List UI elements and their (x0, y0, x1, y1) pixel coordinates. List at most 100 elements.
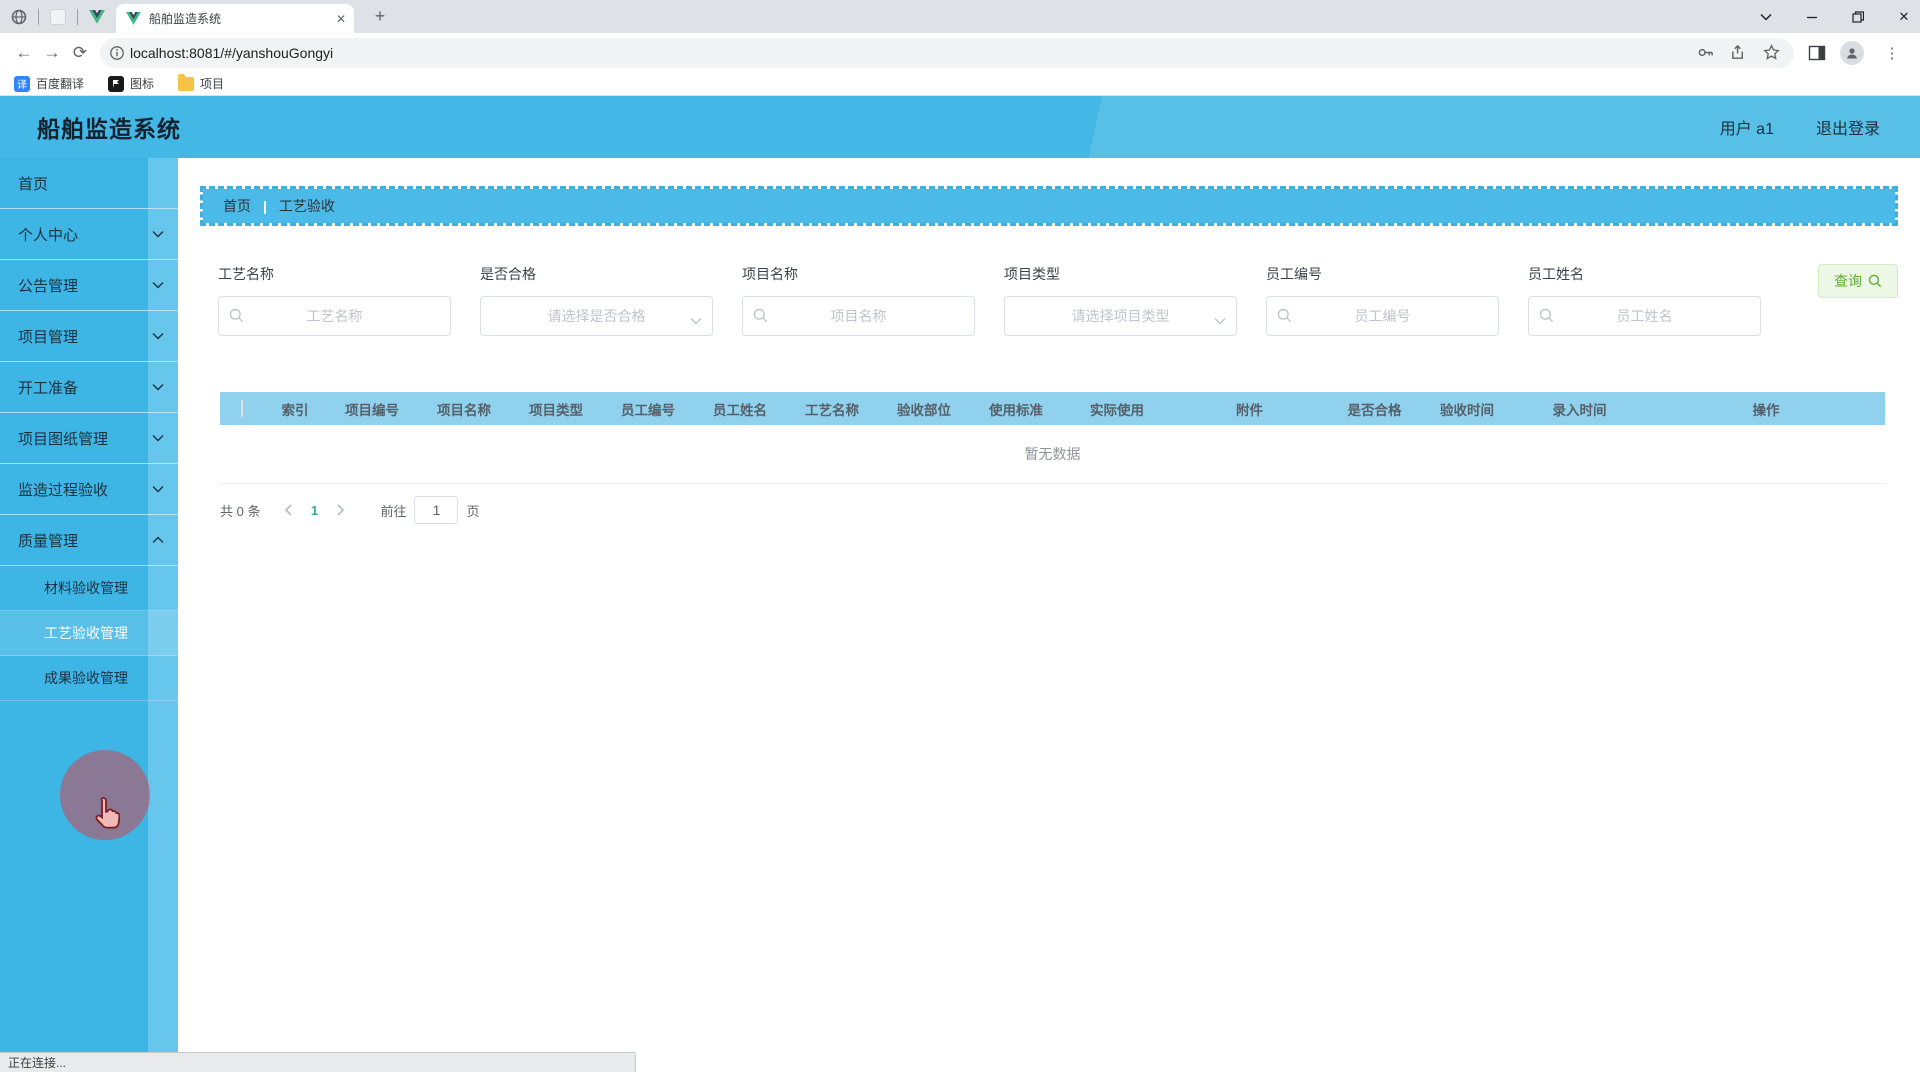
sidebar-item-drawing-mgmt[interactable]: 项目图纸管理 (0, 413, 178, 464)
sidebar-item-quality-mgmt[interactable]: 质量管理 (0, 515, 178, 566)
sidebar: 首页 个人中心 公告管理 项目管理 开工准备 项目图纸管理 监造过程验收 质量管… (0, 158, 178, 1053)
sidebar-subitem-material-acceptance[interactable]: 材料验收管理 (0, 566, 178, 611)
sidebar-item-home[interactable]: 首页 (0, 158, 178, 209)
browser-tab-strip: 船舶监造系统 ✕ + ✕ (0, 0, 1920, 33)
flag-icon (108, 75, 125, 92)
browser-menu-icon[interactable]: ⋮ (1884, 44, 1900, 62)
project-type-select[interactable] (1004, 296, 1237, 336)
col-attachment: 附件 (1172, 392, 1327, 425)
goto-page-input[interactable] (414, 496, 459, 524)
filter-form: 工艺名称 是否合格 项目名称 (218, 264, 1898, 336)
url-text[interactable]: localhost:8081/#/yanshouGongyi (130, 44, 334, 61)
search-icon (229, 308, 244, 328)
results-table: 索引 项目编号 项目名称 项目类型 员工编号 员工姓名 工艺名称 验收部位 使用… (220, 392, 1885, 484)
sidebar-item-personal-center[interactable]: 个人中心 (0, 209, 178, 260)
sidebar-subitem-result-acceptance[interactable]: 成果验收管理 (0, 656, 178, 701)
chevron-down-icon (1214, 312, 1226, 330)
vue-logo-icon (126, 12, 141, 25)
empty-table-message: 暂无数据 (220, 425, 1885, 484)
globe-favicon[interactable] (10, 8, 28, 26)
filter-label-project-name: 项目名称 (742, 266, 798, 282)
project-name-input[interactable] (742, 296, 975, 336)
bookmarks-bar: 译 百度翻译 图标 项目 (0, 72, 1920, 96)
col-project-name: 项目名称 (418, 392, 510, 425)
active-tab[interactable]: 船舶监造系统 ✕ (116, 4, 354, 33)
page-info-icon[interactable] (110, 45, 124, 60)
search-icon (1539, 308, 1554, 328)
search-button[interactable]: 查询 (1818, 264, 1898, 298)
baidu-translate-icon: 译 (14, 75, 30, 92)
browser-status-tooltip: 正在连接... (0, 1052, 636, 1072)
process-name-input[interactable] (218, 296, 451, 336)
share-icon[interactable] (1730, 44, 1747, 61)
window-restore-button[interactable] (1850, 10, 1866, 23)
user-label[interactable]: 用户 a1 (1719, 121, 1774, 138)
filter-label-employee-id: 员工编号 (1266, 266, 1322, 282)
select-all-checkbox[interactable] (241, 400, 243, 417)
forward-icon[interactable]: → (43, 42, 61, 62)
chevron-down-icon (152, 333, 164, 340)
select-all-cell (220, 392, 264, 425)
sidebar-item-construction-prep[interactable]: 开工准备 (0, 362, 178, 413)
address-bar[interactable]: localhost:8081/#/yanshouGongyi (100, 37, 1794, 68)
col-acceptance-part: 验收部位 (878, 392, 970, 425)
bookmark-icons[interactable]: 图标 (108, 75, 154, 92)
goto-label: 前往 (380, 503, 407, 519)
profile-avatar[interactable] (1840, 40, 1864, 65)
sidebar-item-project-mgmt[interactable]: 项目管理 (0, 311, 178, 362)
col-entry-time: 录入时间 (1512, 392, 1647, 425)
filter-label-process-name: 工艺名称 (218, 266, 274, 282)
search-icon (1868, 274, 1882, 288)
page-suffix: 页 (466, 503, 480, 519)
pinned-vue-tab[interactable] (88, 8, 106, 26)
filter-label-qualified: 是否合格 (480, 266, 536, 282)
side-panel-icon[interactable] (1808, 44, 1826, 62)
next-page-icon[interactable] (328, 496, 352, 524)
col-standard-used: 使用标准 (970, 392, 1062, 425)
sidebar-item-supervision-acceptance[interactable]: 监造过程验收 (0, 464, 178, 515)
col-qualified: 是否合格 (1327, 392, 1422, 425)
col-employee-id: 员工编号 (602, 392, 694, 425)
breadcrumb: 首页 | 工艺验收 (200, 186, 1898, 226)
window-minimize-button[interactable] (1804, 11, 1820, 23)
new-tab-button[interactable]: + (374, 6, 386, 26)
employee-id-input[interactable] (1266, 296, 1499, 336)
bookmark-project[interactable]: 项目 (178, 73, 224, 92)
chevron-down-icon (152, 384, 164, 391)
folder-icon (178, 73, 195, 91)
tab-close-icon[interactable]: ✕ (335, 11, 346, 26)
reload-icon[interactable]: ⟳ (72, 42, 88, 62)
breadcrumb-home[interactable]: 首页 (223, 198, 251, 214)
qualified-select[interactable] (480, 296, 713, 336)
tab-separator (38, 8, 39, 25)
page-number-1[interactable]: 1 (310, 502, 319, 518)
sidebar-subitem-process-acceptance[interactable]: 工艺验收管理 (0, 611, 178, 656)
prev-page-icon[interactable] (276, 496, 300, 524)
window-close-button[interactable]: ✕ (1898, 8, 1910, 24)
col-acceptance-time: 验收时间 (1422, 392, 1512, 425)
col-actual-used: 实际使用 (1062, 392, 1172, 425)
employee-name-input[interactable] (1528, 296, 1761, 336)
browser-navbar: ← → ⟳ localhost:8081/#/yanshouGongyi ⋮ (0, 33, 1920, 72)
search-icon (753, 308, 768, 328)
col-index: 索引 (264, 392, 326, 425)
chevron-down-icon (152, 435, 164, 442)
tab-search-chevron-icon[interactable] (1758, 13, 1774, 21)
breadcrumb-current: 工艺验收 (278, 198, 335, 214)
page-content: 首页 | 工艺验收 工艺名称 是否合格 项目名称 (178, 158, 1920, 1072)
pinned-blank-tab[interactable] (49, 8, 67, 26)
app-title: 船舶监造系统 (37, 116, 181, 142)
back-icon[interactable]: ← (15, 42, 33, 62)
bookmark-baidu-translate[interactable]: 译 百度翻译 (14, 75, 84, 92)
hand-pointer-icon (95, 797, 120, 829)
bookmark-star-icon[interactable] (1763, 44, 1780, 61)
sidebar-item-announcement-mgmt[interactable]: 公告管理 (0, 260, 178, 311)
logout-button[interactable]: 退出登录 (1815, 121, 1880, 138)
col-process-name: 工艺名称 (786, 392, 878, 425)
click-effect-cursor (60, 750, 150, 840)
search-icon (1277, 308, 1292, 328)
password-key-icon[interactable] (1697, 44, 1714, 61)
breadcrumb-separator: | (263, 198, 267, 214)
pagination: 共 0 条 1 前往 页 (220, 496, 1898, 524)
tab-title: 船舶监造系统 (149, 12, 222, 26)
